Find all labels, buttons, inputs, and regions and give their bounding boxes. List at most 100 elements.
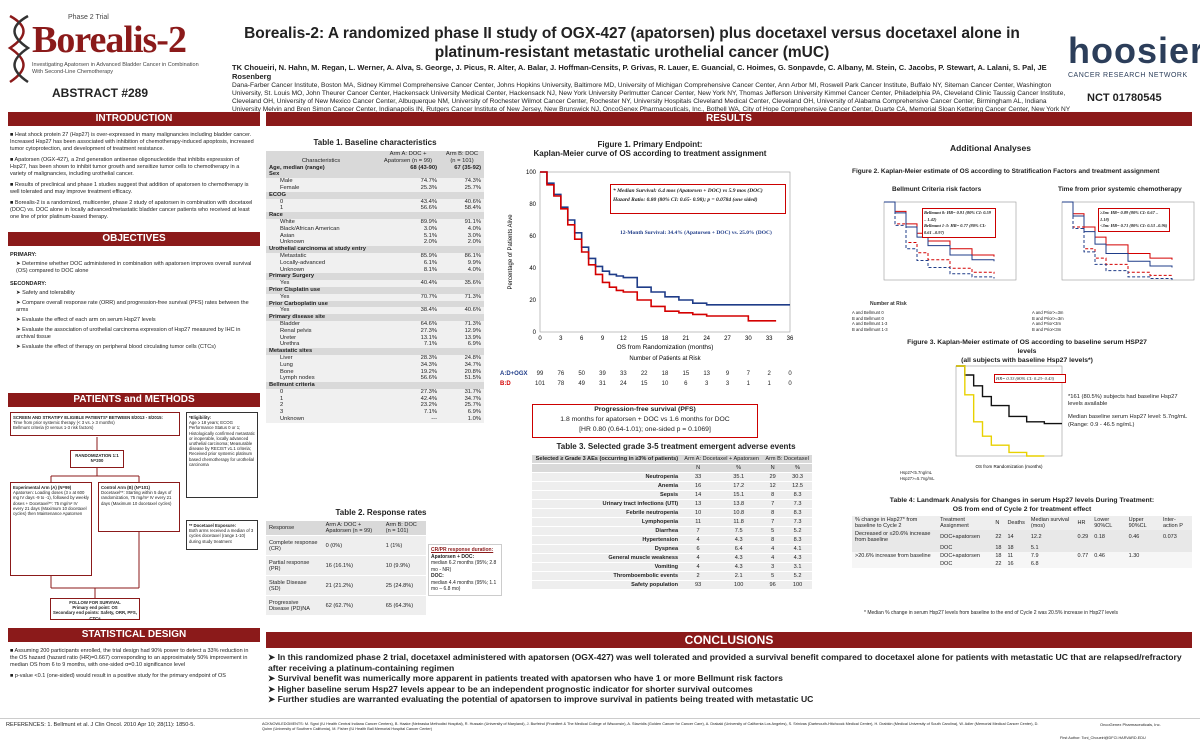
table4-cell: DOC+apatorsen [940,534,980,540]
y-tick-label: 60 [529,234,536,240]
randomization-box: RANDOMIZATION 1:1 N=200 [70,450,124,468]
table3-grid: Selected ≥ Grade 3 AEs (occurring in ≥3%… [532,455,812,590]
table3-row: Urinary tract infections (UTI) 13 13.8 7 7.3 [532,499,812,509]
km-curve [884,201,995,279]
hsp27-km-chart: OS from Randomization (months) [955,365,1063,469]
risk-value: 33 [619,371,627,377]
table1-cell: Urothelial carcinoma at study entry [266,246,376,253]
table1-cell: 3.0% [467,232,481,239]
conclusion-item: ➤ In this randomized phase 2 trial, doce… [268,652,1182,673]
table1-cell: Black/African American [280,225,340,232]
table3-cell: 7.5 [715,526,763,536]
table2-grid: Response Arm A: DOC + Apatorsen (n = 99) A… [266,521,426,616]
table1-cell: Yes [280,280,290,287]
risk-value: 0 [788,381,792,387]
y-tick-label: 80 [529,202,536,208]
table2-cell: 62 (62.7%) [322,595,383,616]
patients-header: PATIENTS and METHODS [8,393,260,407]
table1-cell: Age, median (range) [266,164,376,172]
risk-value: 15 [682,371,690,377]
table1-row: Bellmunt criteria [266,382,484,389]
table1-cell [376,348,441,355]
table3-cell: Sepsis [532,490,682,500]
table3-cell: 17.2 [715,481,763,491]
table4-cell: 0.29 [1077,534,1089,540]
authors-block: TK Choueiri, N. Hahn, M. Regan, L. Werne… [232,64,1072,114]
table4-cell: 16 [1007,561,1014,567]
table2-cell: 1 (1%) [382,535,426,556]
table1-cell: 2.0% [423,239,438,246]
hoosier-logo: hoosier [1068,30,1200,71]
table1-row: Renal pelvis 27.3% 12.9% [266,328,484,335]
table1-cell: 23.2% [420,402,438,409]
table1-cell: 6.9% [467,341,481,348]
poster-title: Borealis-2: A randomized phase II study … [244,25,1020,61]
table3-subhead: % [715,463,763,473]
figure3-hr-box: HR= 0.33 (80% CI: 0.23- 0.43) [994,374,1066,383]
km-curve [884,201,995,274]
table3-head: Arm B: Docetaxel [762,455,812,464]
table1-row: 2 23.2% 25.7% [266,402,484,409]
table1-row: Yes 70.7% 71.3% [266,294,484,301]
y-tick-label: 20 [529,298,536,304]
table3-cell: Thromboembolic events [532,571,682,581]
table1-cell [376,273,441,281]
table3-head: Arm A: Docetaxel + Apatorsen [681,455,763,464]
risk-value: 3 [704,381,709,387]
time-km-chart [1061,201,1195,281]
km-curve [956,365,1045,457]
table1-row: Locally-advanced 6.1% 9.9% [266,260,484,267]
table1-cell [440,314,484,321]
km-curve [540,171,790,306]
risk-label: A:D+OGX [500,371,528,377]
table3-cell: 5 [762,571,784,581]
x-tick-label: 33 [766,336,773,342]
table3-cell: 13.8 [715,499,763,509]
conclusion-item: ➤ Higher baseline serum Hsp27 levels app… [268,683,753,694]
table3-row: Diarrhea 7 7.5 5 5.2 [532,526,812,536]
table3-cell: 4 [681,562,716,572]
table3-cell: 4.1 [783,544,812,554]
table1-row: Bladder 64.6% 71.3% [266,321,484,328]
time-title: Time from prior systemic chemotherapy [1058,186,1182,193]
series-name: A and Prior>=3m [1032,310,1064,315]
table1-cell: 34.3% [420,361,438,368]
table3-cell: Urinary tract infections (UTI) [532,499,682,509]
table3-row: Febrile neutropenia 10 10.8 8 8.3 [532,508,812,518]
table3-cell: 100 [783,580,812,590]
table1-cell: 40.6% [464,198,481,205]
abstract-number: ABSTRACT #289 [52,86,149,100]
table3-cell: 4 [681,535,716,545]
affiliations: Dana-Farber Cancer Institute, Boston MA,… [232,82,1071,113]
plot-frame [539,171,791,333]
table2-cell: 0 (0%) [322,535,383,556]
table3-cell: 4 [762,553,784,563]
table1-cell: 0 [280,388,284,395]
table4-cell [1091,560,1125,568]
table3-cell: 6 [681,544,716,554]
table3-cell: 93 [681,580,716,590]
table4-header: % change in Hsp27* from baseline to Cycl… [852,516,1192,530]
table2-cell: Progressive Disease (PD)NA [266,595,323,616]
table2-head: Arm A: DOC + Apatorsen (n = 99) [322,521,383,536]
table1-row: Unknown 2.0% 2.0% [266,239,484,246]
stat-item: ■ p-value <0.1 (one-sided) would result … [10,673,226,679]
table1-cell [376,314,441,321]
table1-row: Unknown 8.1% 4.0% [266,267,484,274]
y-tick-label: 100 [526,170,537,176]
table1-cell: Female [280,184,300,191]
figure1-title: Figure 1. Primary Endpoint: [597,140,703,149]
table3-subheader: N% N% [532,463,812,473]
table2-row: Stable Disease (SD) 21 (21.2%) 25 (24.8%) [266,575,426,596]
table1-cell: 19.2% [420,368,438,375]
table2-cell: 25 (24.8%) [382,575,426,596]
table1-cell: 51.5% [464,375,481,382]
table1-cell: White [280,218,295,225]
table1-cell: 34.7% [464,395,481,402]
table2-title: Table 2. Response rates [335,508,427,517]
x-tick-label: 0 [538,336,542,342]
table1-row: ECOG [266,191,484,199]
primary-objective: ➤ Determine whether DOC administered in … [16,261,252,274]
hoosier-subtitle: CANCER RESEARCH NETWORK [1068,72,1188,79]
table1-row: Age, median (range) 68 (43-90) 67 (35-92) [266,164,484,172]
